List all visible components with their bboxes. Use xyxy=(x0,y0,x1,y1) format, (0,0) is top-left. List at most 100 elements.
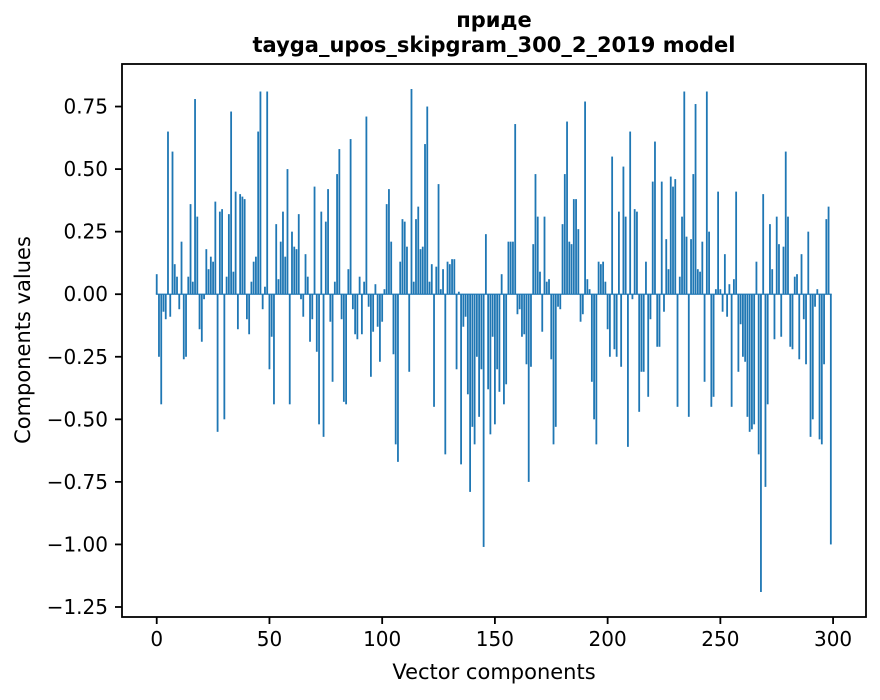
bar xyxy=(651,181,654,295)
bar xyxy=(268,294,271,370)
bar xyxy=(178,294,181,310)
bar xyxy=(489,294,492,435)
bar xyxy=(207,269,210,295)
bar xyxy=(169,294,172,317)
bar xyxy=(557,294,559,307)
bar xyxy=(545,281,548,295)
bar xyxy=(563,174,566,295)
bar xyxy=(579,294,582,322)
bar xyxy=(419,249,422,295)
bar xyxy=(681,216,683,295)
bar xyxy=(791,294,794,350)
bar xyxy=(329,294,332,322)
y-axis-ticks: 0.75 0.50 0.25 0.00 −0.25 −0.50 −0.75 −1.00 −1.2… xyxy=(47,95,122,619)
bar xyxy=(320,211,323,295)
bar xyxy=(597,261,600,295)
bar xyxy=(345,294,347,405)
bar xyxy=(793,276,796,295)
bar xyxy=(561,224,564,295)
bar xyxy=(748,294,751,432)
bar xyxy=(162,294,165,312)
bar xyxy=(669,176,672,295)
bar xyxy=(811,294,814,420)
bar xyxy=(717,191,719,295)
bar xyxy=(205,249,208,295)
bar xyxy=(712,294,715,397)
x-tick-label: 300 xyxy=(814,627,852,651)
bar xyxy=(559,294,562,310)
bar xyxy=(613,294,616,350)
bar xyxy=(460,294,462,465)
bar xyxy=(805,294,807,365)
bar xyxy=(293,246,296,295)
bar xyxy=(636,211,638,295)
bar xyxy=(354,294,357,335)
bar xyxy=(221,209,223,295)
bar xyxy=(180,241,183,295)
bar xyxy=(572,199,575,295)
bar xyxy=(451,259,453,295)
bar xyxy=(755,261,758,295)
bar xyxy=(690,239,692,295)
bar xyxy=(442,269,444,295)
bar xyxy=(270,294,273,337)
bar xyxy=(392,294,395,355)
bar xyxy=(705,91,708,295)
bar xyxy=(581,294,584,315)
bar xyxy=(471,294,474,427)
x-tick-label: 150 xyxy=(476,627,514,651)
bar xyxy=(780,294,783,337)
bar xyxy=(187,276,190,295)
bar xyxy=(358,276,361,295)
bar xyxy=(764,294,767,487)
bar xyxy=(428,281,431,295)
bar xyxy=(773,294,776,340)
bar xyxy=(250,281,253,295)
bar xyxy=(331,294,334,382)
bar xyxy=(498,294,501,392)
bar xyxy=(586,279,589,295)
bar xyxy=(769,224,771,295)
bar xyxy=(787,216,789,295)
bar xyxy=(771,269,774,295)
chart-subtitle: tayga_upos_skipgram_300_2_2019 model xyxy=(253,33,736,57)
bar xyxy=(548,279,550,295)
y-tick-label: −1.00 xyxy=(47,532,108,556)
bar xyxy=(171,151,174,295)
bar xyxy=(550,294,553,360)
bar xyxy=(212,261,214,295)
bar xyxy=(525,294,528,365)
bar xyxy=(403,221,406,295)
bar xyxy=(288,294,291,405)
bar xyxy=(381,294,384,322)
bar xyxy=(399,261,402,295)
bar xyxy=(198,294,201,330)
bar xyxy=(744,294,747,362)
bar xyxy=(266,91,269,295)
x-tick-label: 200 xyxy=(589,627,627,651)
y-tick-label: −0.75 xyxy=(47,470,108,494)
bar xyxy=(433,294,435,407)
bar xyxy=(203,294,205,300)
bar xyxy=(475,294,478,357)
bar xyxy=(336,174,338,295)
bar xyxy=(302,294,305,317)
bar xyxy=(687,294,690,417)
bar xyxy=(304,254,307,295)
bar xyxy=(778,244,780,295)
bar xyxy=(527,294,530,482)
bar xyxy=(311,294,314,320)
x-tick-label: 250 xyxy=(701,627,739,651)
bar xyxy=(261,294,264,310)
bar xyxy=(696,269,699,295)
bar xyxy=(631,294,634,300)
bar xyxy=(751,294,753,430)
bar xyxy=(191,281,194,295)
bar xyxy=(388,189,390,295)
y-tick-label: −0.25 xyxy=(47,345,108,369)
bar xyxy=(620,294,623,367)
bar xyxy=(478,294,481,417)
bar xyxy=(554,294,557,427)
bar xyxy=(683,91,686,295)
bar xyxy=(410,89,413,295)
